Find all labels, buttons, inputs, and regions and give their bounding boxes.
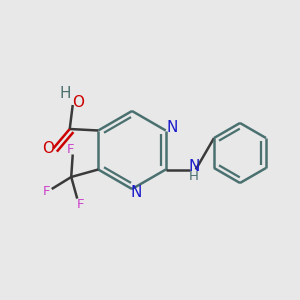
- Text: H: H: [189, 169, 199, 183]
- Text: N: N: [131, 185, 142, 200]
- Text: H: H: [59, 85, 71, 100]
- Text: F: F: [76, 198, 84, 211]
- Text: O: O: [72, 94, 84, 110]
- Text: F: F: [67, 142, 74, 156]
- Text: O: O: [42, 141, 54, 156]
- Text: N: N: [166, 120, 178, 135]
- Text: F: F: [43, 185, 50, 198]
- Text: N: N: [188, 159, 200, 174]
